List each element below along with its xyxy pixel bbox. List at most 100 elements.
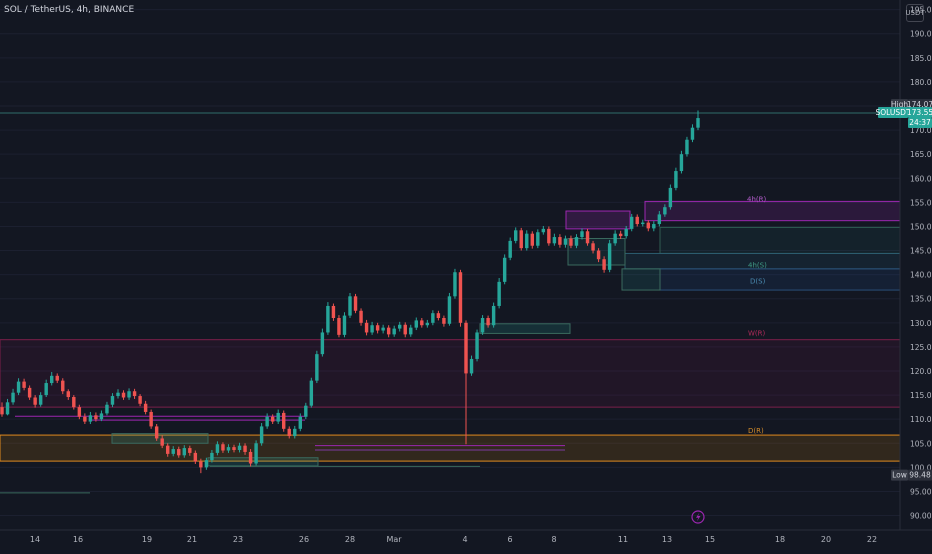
candle: [364, 319, 369, 336]
candle-body: [0, 407, 4, 415]
candle: [514, 227, 518, 244]
x-tick-label: 19: [142, 535, 152, 544]
y-tick-label: 180.00: [910, 78, 932, 87]
x-tick-label: 6: [507, 535, 512, 544]
candle-body: [270, 416, 275, 422]
candle: [674, 167, 678, 191]
candle: [331, 303, 336, 321]
candle-body: [359, 310, 363, 323]
y-tick-label: 125.00: [910, 343, 932, 352]
candle-body: [646, 222, 650, 229]
candle: [304, 402, 308, 420]
ob-box-green-3: [479, 323, 571, 334]
candle: [530, 231, 534, 249]
candle-body: [392, 328, 396, 335]
x-tick-label: 22: [867, 535, 877, 544]
candle: [182, 445, 186, 458]
candle: [259, 423, 264, 446]
candle: [342, 312, 347, 338]
y-tick-label: 150.00: [910, 222, 932, 231]
candle: [502, 254, 507, 285]
candle-body: [558, 237, 562, 245]
candle-body: [177, 449, 181, 456]
candle-body: [16, 381, 21, 393]
chart-title: SOL / TetherUS, 4h, BINANCE: [4, 5, 135, 15]
y-tick-label: 160.00: [910, 174, 932, 183]
candle-body: [574, 237, 579, 246]
candle: [5, 398, 10, 416]
candle-body: [259, 426, 264, 444]
candle-body: [519, 230, 523, 249]
y-tick-label: 185.00: [910, 54, 932, 63]
candle: [94, 412, 98, 422]
candle-body: [464, 322, 468, 374]
candle-body: [22, 381, 26, 388]
candle-body: [447, 296, 452, 324]
y-tick-label: 170.00: [910, 126, 932, 135]
candle: [668, 184, 673, 210]
bar-countdown-badge-bg: [908, 117, 932, 128]
zone-label: W(R): [748, 329, 766, 337]
candle-body: [204, 460, 209, 468]
candle-body: [265, 416, 269, 427]
candle: [370, 321, 374, 335]
currency-button[interactable]: USDT: [905, 4, 925, 22]
h4-resistance-zone: [644, 200, 901, 222]
candle: [66, 389, 70, 400]
candle: [386, 325, 391, 338]
candle: [359, 308, 363, 326]
candle-body: [72, 397, 76, 408]
candle: [61, 378, 65, 395]
candle-body: [370, 325, 374, 333]
candle: [193, 450, 198, 464]
candle-body: [480, 318, 485, 333]
candle-body: [657, 214, 662, 225]
last-symbol-badge: SOLUSDT: [875, 108, 910, 117]
candle: [657, 211, 662, 227]
candle: [353, 293, 358, 314]
candle: [143, 400, 148, 415]
candle-body: [304, 405, 308, 417]
candle-body: [248, 451, 253, 464]
candle-body: [326, 305, 330, 333]
candle-body: [469, 358, 474, 374]
candle-body: [353, 296, 358, 311]
candle: [0, 402, 4, 417]
candle: [652, 221, 656, 232]
candle-body: [154, 426, 159, 439]
candle: [127, 388, 131, 400]
candle-body: [552, 237, 557, 244]
candle-body: [630, 216, 634, 229]
candle-body: [641, 222, 645, 225]
candle-body: [690, 127, 695, 140]
candle-body: [210, 452, 214, 461]
low-label: Low: [892, 471, 907, 480]
x-tick-label: 23: [233, 535, 243, 544]
candle: [569, 235, 573, 249]
candle: [105, 401, 109, 416]
candle-body: [530, 233, 534, 246]
candle-body: [585, 231, 590, 244]
candle: [602, 256, 606, 273]
y-tick-label: 90.00: [910, 512, 932, 521]
candle: [403, 322, 407, 338]
candle: [508, 237, 512, 261]
candle-body: [27, 387, 32, 398]
candle-body: [171, 449, 175, 454]
candle-body: [381, 327, 385, 331]
candle: [199, 458, 203, 474]
candle: [425, 319, 430, 328]
candle: [375, 322, 380, 334]
candle-body: [414, 320, 418, 328]
candle: [55, 373, 59, 384]
candle: [38, 392, 43, 407]
candle-body: [309, 380, 314, 406]
candle: [265, 413, 269, 429]
candle-body: [149, 411, 153, 427]
candle-body: [348, 296, 352, 316]
candle: [685, 136, 689, 157]
candle: [679, 150, 684, 174]
high-value: 174.07: [907, 100, 932, 109]
